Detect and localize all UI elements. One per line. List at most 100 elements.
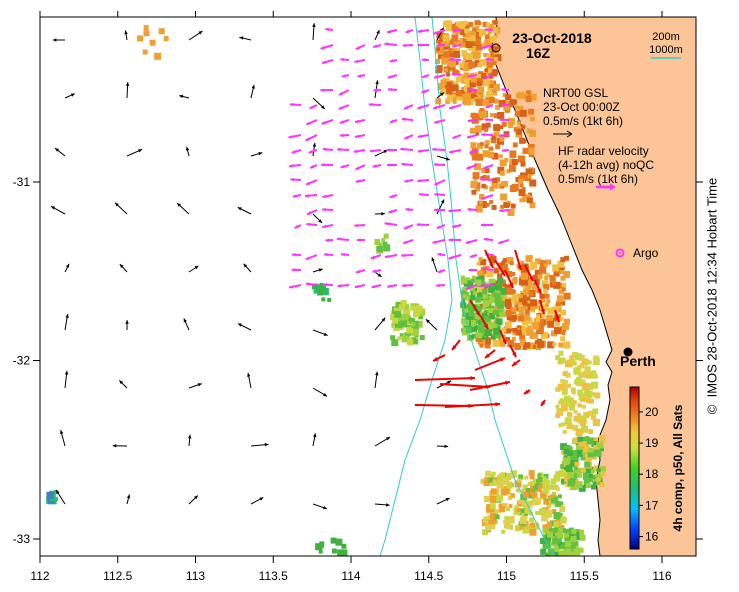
sst-pixel	[482, 294, 488, 300]
sst-pixel	[511, 306, 517, 312]
sst-pixel	[573, 415, 580, 422]
radar-arrow-head	[436, 283, 440, 288]
sst-pixel	[543, 288, 548, 293]
model-arrow-head	[313, 433, 317, 438]
model-arrow-head	[320, 105, 325, 109]
sst-pixel	[579, 534, 586, 541]
radar-arrow-head	[322, 147, 327, 152]
radar-arrow-head	[294, 225, 299, 229]
model-arrow-head	[125, 82, 130, 86]
sst-pixel	[441, 56, 449, 64]
sst-pixel	[546, 521, 552, 527]
sst-pixel	[539, 293, 545, 299]
sst-pixel	[437, 82, 445, 90]
sst-pixel	[560, 300, 566, 306]
sst-pixel	[437, 52, 444, 59]
sst-pixel	[499, 340, 506, 347]
sst-pixel	[475, 94, 480, 99]
model-arrow-head	[258, 151, 263, 156]
model-arrow-head	[115, 202, 119, 207]
sst-pixel	[532, 322, 540, 330]
sst-pixel	[499, 506, 506, 513]
model-arrow-head	[440, 199, 445, 204]
sst-pixel	[395, 301, 402, 308]
colorbar-tick-label: 17	[645, 498, 659, 512]
sst-pixel	[530, 331, 538, 339]
sst-pixel	[531, 522, 539, 530]
colorbar-scale	[629, 386, 640, 550]
radar-arrow-head	[355, 166, 360, 170]
radar-arrow-head	[387, 163, 391, 167]
sst-pixel	[532, 498, 540, 506]
sst-pixel	[554, 551, 559, 556]
model-arrow-head	[177, 203, 182, 207]
sst-pixel	[448, 60, 456, 68]
sst-pixel	[522, 147, 529, 154]
sst-pixel	[475, 186, 481, 192]
sst-pixel	[493, 69, 499, 75]
sst-pixel	[475, 125, 482, 133]
radar-arrow-head	[354, 59, 359, 64]
sst-pixel	[537, 340, 545, 348]
sst-pixel	[414, 333, 419, 338]
sst-pixel	[313, 289, 318, 294]
sst-pixel	[473, 90, 478, 95]
radar-arrow-head	[322, 207, 326, 212]
sst-pixel	[460, 29, 467, 36]
sst-pixel	[592, 467, 597, 472]
radar-arrow-head	[466, 165, 471, 170]
copyright-symbol: ©	[704, 404, 720, 415]
sst-pixel	[553, 521, 560, 528]
sst-pixel	[588, 476, 595, 483]
sst-pixel	[594, 392, 601, 399]
sst-pixel	[484, 329, 492, 337]
radar-arrow-head	[290, 177, 295, 182]
sst-pixel	[517, 315, 524, 322]
sst-pixel	[527, 509, 532, 514]
sst-pixel	[529, 202, 536, 209]
sst-pixel	[481, 331, 487, 337]
radar-arrow-head	[404, 179, 409, 183]
sst-pixel	[469, 80, 477, 88]
sst-pixel	[468, 61, 476, 69]
sst-pixel	[506, 200, 511, 205]
sst-pixel	[488, 23, 495, 30]
sst-pixel	[545, 534, 552, 541]
sst-pixel	[449, 39, 455, 45]
sst-pixel	[459, 63, 465, 69]
sst-pixel	[487, 322, 495, 330]
sst-pixel	[142, 49, 148, 55]
sst-pixel	[532, 344, 537, 349]
sst-pixel	[485, 96, 491, 102]
sst-pixel	[470, 295, 476, 301]
sst-pixel	[451, 48, 457, 54]
sst-pixel	[472, 291, 477, 296]
radar-arrow-head	[449, 149, 454, 154]
sst-pixel	[439, 37, 444, 42]
model-arrow-head	[386, 503, 390, 507]
sst-pixel	[383, 233, 389, 239]
sst-pixel	[523, 289, 530, 296]
sst-pixel	[490, 488, 497, 495]
sst-pixel	[560, 404, 568, 412]
sst-pixel	[559, 524, 565, 530]
radar-arrow-head	[386, 148, 391, 152]
sst-pixel	[528, 511, 533, 516]
strong-arrow-head	[509, 283, 514, 288]
sst-pixel	[574, 461, 580, 467]
sst-pixel	[566, 423, 573, 430]
sst-pixel	[543, 473, 549, 479]
sst-pixel	[468, 303, 473, 308]
sst-pixel	[143, 30, 150, 37]
sst-pixel	[566, 450, 572, 456]
radar-arrow-head	[436, 43, 441, 48]
sst-pixel	[521, 124, 526, 129]
sst-pixel	[451, 23, 459, 31]
sst-pixel	[479, 201, 487, 209]
radar-arrow-head	[483, 165, 488, 169]
sst-pixel	[570, 387, 576, 393]
strong-arrow	[439, 383, 491, 388]
sst-pixel	[444, 67, 449, 72]
isobath-1000m	[379, 17, 453, 556]
sst-pixel	[465, 30, 473, 38]
